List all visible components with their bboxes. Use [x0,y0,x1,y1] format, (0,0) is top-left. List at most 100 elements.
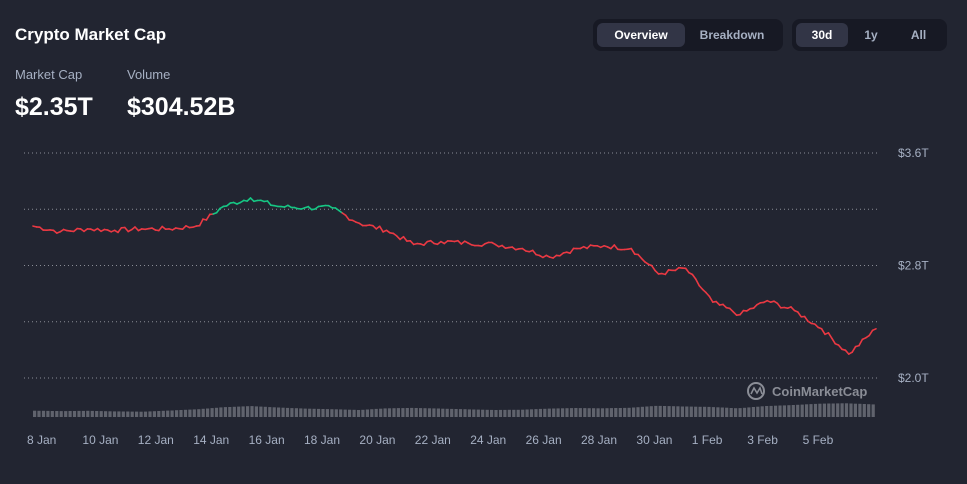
volume-bar [623,407,627,417]
volume-bar [339,409,343,417]
volume-bar [99,411,103,417]
x-tick-label: 3 Feb [747,433,778,447]
volume-bar [565,408,569,417]
volume-bar [587,408,591,417]
volume-bar [472,409,476,417]
volume-bar [237,406,241,417]
y-tick-label: $3.6T [898,146,929,160]
x-tick-label: 14 Jan [193,433,229,447]
volume-bar [223,407,227,417]
volume-bar [303,408,307,417]
price-line-segment [796,311,803,318]
price-line-segment [117,227,123,234]
volume-bar [609,408,613,417]
range-1y-button[interactable]: 1y [864,28,878,42]
price-line-segment [708,295,714,303]
x-tick-label: 24 Jan [470,433,506,447]
volume-bar [596,408,600,417]
volume-bar [796,404,800,417]
volume-bar [450,408,454,417]
volume-bar [166,410,170,417]
volume-bar [281,407,285,417]
volume-bar [201,408,205,417]
volume-bar [321,409,325,417]
volume-bar [791,405,795,417]
volume-bar [578,408,582,417]
volume-bar [640,406,644,417]
volume-bar [161,410,165,417]
volume-bar [46,410,50,417]
volume-bar [822,403,826,417]
volume-bar [387,408,392,417]
volume-bar [308,408,312,417]
volume-bar [250,406,254,417]
volume-bar [605,408,609,417]
volume-bar [343,409,347,417]
volume-bar [618,408,622,417]
price-line-segment [378,225,384,233]
volume-bar [751,407,755,417]
volume-bar [414,408,418,417]
volume-bar [534,409,538,417]
volume-bar [667,406,671,417]
volume-bar [720,407,724,417]
volume-bar [423,408,427,417]
volume-bar [813,403,818,417]
volume-bar [787,405,791,417]
volume-bar [277,407,281,417]
volume-bar [214,407,219,417]
market-cap-value: $2.35T [15,93,93,121]
price-line-segment [266,200,272,206]
price-line-segment [694,278,701,287]
volume-bar [711,407,715,417]
volume-bar [268,407,272,417]
x-tick-label: 16 Jan [249,433,285,447]
volume-bar [831,403,835,417]
volume-bar [95,411,99,417]
volume-bar [569,408,574,417]
volume-bar [765,406,769,417]
volume-bar [778,405,782,417]
volume-bar [228,407,232,417]
price-line-segment [837,344,843,351]
volume-bar [742,407,747,417]
range-toggle: 30d 1y All [792,19,947,51]
volume-bar [654,405,658,417]
y-tick-label: $2.8T [898,259,929,273]
price-line-segment [124,226,129,233]
price-line-segment [698,284,704,291]
volume-bar [130,411,134,417]
volume-bar [152,411,156,417]
price-line-segment [640,257,646,263]
price-line-segment [650,264,656,272]
volume-bar [272,407,276,417]
volume-bar [760,406,764,417]
volume-bar [707,406,711,417]
volume-label: Volume [127,67,171,82]
tab-breakdown[interactable]: Breakdown [699,28,765,42]
volume-bar [148,411,152,417]
volume-bar [312,408,316,417]
volume-bar [574,408,578,417]
x-tick-label: 10 Jan [82,433,118,447]
volume-bar [81,410,85,417]
volume-bar [481,409,485,417]
tab-overview[interactable]: Overview [597,23,685,47]
market-cap-stat: Market Cap $2.35T [15,67,93,122]
volume-bar [396,408,400,417]
volume-bar [543,408,547,417]
volume-bar [694,406,698,417]
volume-bar [77,410,81,417]
volume-bar [104,411,108,417]
volume-bar [698,406,702,417]
range-30d-button[interactable]: 30d [796,23,848,47]
price-line-segment [871,327,877,332]
volume-bar [445,408,449,417]
volume-bar [547,408,551,417]
market-cap-label: Market Cap [15,67,83,82]
volume-bar [680,406,684,417]
volume-bar [689,406,693,417]
volume-bar [143,411,148,417]
range-all-button[interactable]: All [910,28,927,42]
